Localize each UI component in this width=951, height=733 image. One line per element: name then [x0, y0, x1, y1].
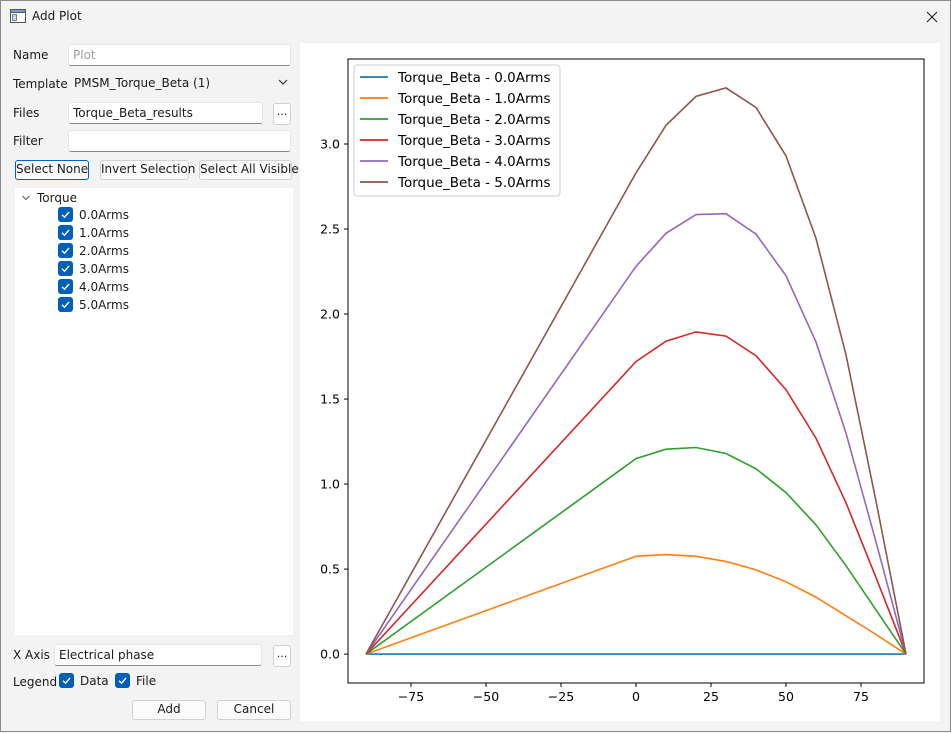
filter-label: Filter: [13, 134, 43, 148]
x-tick-label: −25: [548, 689, 574, 704]
tree-item-label: 1.0Arms: [79, 225, 129, 240]
template-label: Template: [13, 77, 68, 91]
files-input[interactable]: Torque_Beta_results: [68, 102, 263, 124]
series-line-5: [365, 87, 907, 655]
y-tick-label: 1.0: [320, 477, 340, 492]
tree-item-2-0arms[interactable]: 2.0Arms: [58, 243, 129, 258]
tree-item-0-0arms[interactable]: 0.0Arms: [58, 207, 129, 222]
legend-entry-label: Torque_Beta - 1.0Arms: [397, 91, 551, 107]
axes-frame: [347, 58, 925, 684]
checkbox-1-0arms[interactable]: [58, 225, 73, 240]
series-tree[interactable]: Torque 0.0Arms 1.0Arms 2.0Arms 3.0Arms 4…: [15, 188, 293, 635]
template-dropdown[interactable]: PMSM_Torque_Beta (1): [69, 73, 293, 95]
series-line-2: [365, 446, 907, 655]
series-line-4: [365, 212, 907, 655]
tree-root-label: Torque: [37, 191, 77, 205]
tree-root-torque[interactable]: Torque: [21, 191, 77, 205]
checkbox-2-0arms[interactable]: [58, 243, 73, 258]
legend-file-toggle[interactable]: File: [115, 673, 156, 688]
legend-file-label: File: [136, 673, 157, 688]
tree-item-4-0arms[interactable]: 4.0Arms: [58, 279, 129, 294]
legend-entry-label: Torque_Beta - 5.0Arms: [397, 175, 551, 191]
tree-item-1-0arms[interactable]: 1.0Arms: [58, 225, 129, 240]
checkmark-icon: [61, 265, 70, 273]
legend-entry-label: Torque_Beta - 2.0Arms: [397, 112, 551, 128]
legend-data-label: Data: [80, 673, 109, 688]
checkmark-icon: [118, 677, 127, 685]
legend-entry-label: Torque_Beta - 0.0Arms: [397, 70, 551, 86]
tree-item-3-0arms[interactable]: 3.0Arms: [58, 261, 129, 276]
select-none-button[interactable]: Select None: [15, 160, 89, 180]
select-all-visible-button[interactable]: Select All Visible: [199, 160, 299, 180]
legend-entry-label: Torque_Beta - 3.0Arms: [397, 133, 551, 149]
close-button[interactable]: [920, 5, 944, 29]
files-browse-button[interactable]: ...: [273, 103, 291, 125]
files-label: Files: [13, 106, 40, 120]
checkbox-4-0arms[interactable]: [58, 279, 73, 294]
tree-item-label: 5.0Arms: [79, 297, 129, 312]
template-value: PMSM_Torque_Beta (1): [74, 76, 211, 90]
x-tick-label: 25: [703, 689, 719, 704]
series-line-3: [365, 331, 907, 655]
add-button[interactable]: Add: [132, 700, 206, 720]
y-tick-label: 0.5: [320, 562, 340, 577]
checkbox-5-0arms[interactable]: [58, 297, 73, 312]
legend-file-checkbox[interactable]: [115, 673, 130, 688]
checkmark-icon: [61, 247, 70, 255]
checkmark-icon: [61, 301, 70, 309]
window-title: Add Plot: [32, 9, 82, 23]
y-tick-label: 2.0: [320, 307, 340, 322]
checkmark-icon: [61, 211, 70, 219]
title-bar: Add Plot: [1, 1, 950, 33]
checkmark-icon: [62, 677, 71, 685]
app-window-icon: [10, 9, 26, 23]
x-tick-label: −75: [398, 689, 424, 704]
x-axis-input[interactable]: Electrical phase: [54, 644, 262, 666]
y-tick-label: 3.0: [320, 137, 340, 152]
tree-item-label: 0.0Arms: [79, 207, 129, 222]
checkbox-0-0arms[interactable]: [58, 207, 73, 222]
x-tick-label: −50: [473, 689, 499, 704]
tree-item-label: 2.0Arms: [79, 243, 129, 258]
y-tick-label: 0.0: [320, 647, 340, 662]
filter-input[interactable]: [68, 130, 291, 152]
checkmark-icon: [61, 283, 70, 291]
tree-item-label: 4.0Arms: [79, 279, 129, 294]
legend-data-checkbox[interactable]: [59, 673, 74, 688]
legend-box: [353, 64, 561, 197]
chevron-down-icon: [278, 79, 288, 85]
invert-selection-button[interactable]: Invert Selection: [100, 160, 195, 180]
tree-item-label: 3.0Arms: [79, 261, 129, 276]
settings-panel: Name Plot Template PMSM_Torque_Beta (1) …: [1, 33, 299, 733]
checkmark-icon: [61, 229, 70, 237]
series-line-1: [365, 553, 907, 655]
close-icon: [926, 11, 938, 23]
legend-data-toggle[interactable]: Data: [59, 673, 109, 688]
plot-preview-panel: −75 −50 −25 0 25 50 75 0.0 0.5 1.0 1.5 2.0 2.5 3.0 To…: [300, 43, 940, 721]
checkbox-3-0arms[interactable]: [58, 261, 73, 276]
legend-entry-label: Torque_Beta - 4.0Arms: [397, 154, 551, 170]
y-tick-label: 2.5: [320, 222, 340, 237]
tree-item-5-0arms[interactable]: 5.0Arms: [58, 297, 129, 312]
torque-beta-chart: −75 −50 −25 0 25 50 75 0.0 0.5 1.0 1.5 2.0 2.5 3.0 To…: [320, 58, 925, 704]
y-tick-label: 1.5: [320, 392, 340, 407]
cancel-button[interactable]: Cancel: [217, 700, 291, 720]
x-tick-label: 0: [632, 689, 640, 704]
x-tick-label: 50: [778, 689, 794, 704]
x-axis-label: X Axis: [13, 648, 50, 662]
x-tick-label: 75: [853, 689, 869, 704]
name-label: Name: [13, 48, 49, 62]
name-input[interactable]: Plot: [68, 44, 291, 66]
x-axis-browse-button[interactable]: ...: [273, 645, 291, 667]
legend-label: Legend: [13, 675, 58, 689]
expand-chevron-icon[interactable]: [21, 193, 31, 203]
